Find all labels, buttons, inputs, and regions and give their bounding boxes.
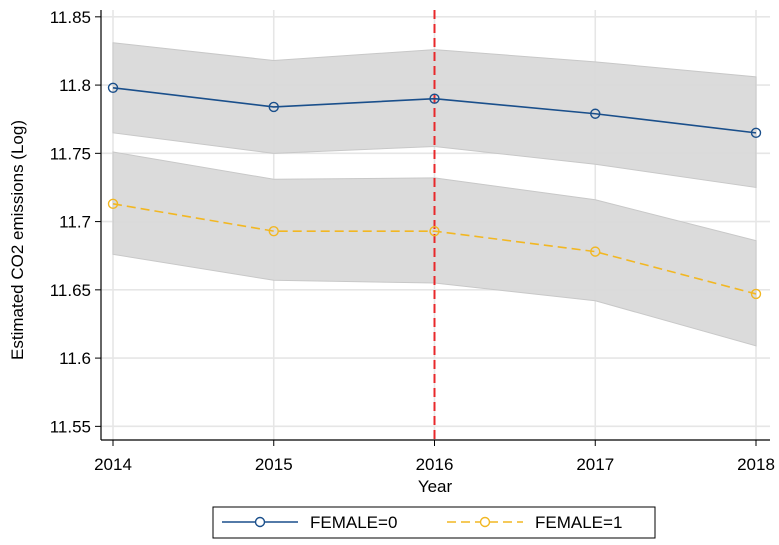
y-axis-ticks: 11.55 11.6 11.65 11.7 11.75 11.8 11.85 bbox=[50, 8, 101, 437]
data-point bbox=[591, 247, 600, 256]
data-point bbox=[752, 289, 761, 298]
data-point bbox=[591, 109, 600, 118]
x-tick-label: 2017 bbox=[576, 455, 614, 474]
y-tick-label: 11.7 bbox=[59, 213, 91, 232]
legend-marker bbox=[481, 518, 490, 527]
y-tick-label: 11.75 bbox=[50, 144, 91, 163]
data-point bbox=[109, 199, 118, 208]
x-axis-ticks: 2014 2015 2016 2017 2018 bbox=[94, 440, 775, 474]
x-axis-label: Year bbox=[418, 477, 453, 496]
y-tick-label: 11.65 bbox=[50, 281, 91, 300]
y-tick-label: 11.55 bbox=[50, 417, 91, 436]
data-point bbox=[109, 83, 118, 92]
legend-label: FEMALE=1 bbox=[535, 513, 622, 532]
data-point bbox=[269, 227, 278, 236]
legend-label: FEMALE=0 bbox=[310, 513, 397, 532]
data-point bbox=[752, 128, 761, 137]
data-point bbox=[269, 102, 278, 111]
y-axis-label: Estimated CO2 emissions (Log) bbox=[8, 120, 27, 360]
x-tick-label: 2016 bbox=[416, 455, 454, 474]
legend-marker bbox=[256, 518, 265, 527]
y-tick-label: 11.85 bbox=[50, 8, 91, 27]
x-tick-label: 2014 bbox=[94, 455, 132, 474]
legend: FEMALE=0 FEMALE=1 bbox=[213, 507, 655, 538]
y-tick-label: 11.6 bbox=[59, 349, 91, 368]
y-tick-label: 11.8 bbox=[59, 76, 91, 95]
x-tick-label: 2018 bbox=[737, 455, 775, 474]
data-point bbox=[430, 94, 439, 103]
x-tick-label: 2015 bbox=[255, 455, 293, 474]
data-point bbox=[430, 227, 439, 236]
